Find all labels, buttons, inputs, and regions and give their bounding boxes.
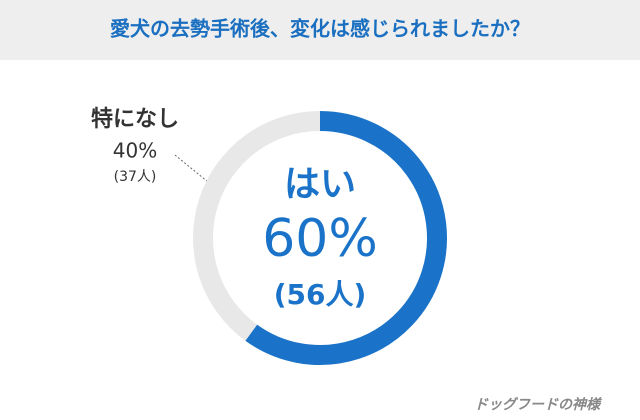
value-label: 60% [262,209,378,269]
count-label: (37人) [114,169,157,185]
category-label: 特になし [91,106,179,132]
chart-title: 愛犬の去勢手術後、変化は感じられましたか？ [110,17,530,41]
header-band [0,0,640,60]
donut-segment [245,111,447,365]
count-label: (56人) [274,278,367,311]
watermark: ドッグフードの神様 [474,396,603,413]
leader-line [174,154,209,183]
donut-segment [193,111,321,341]
value-label: 40% [113,139,157,163]
category-label: はい [284,164,356,205]
